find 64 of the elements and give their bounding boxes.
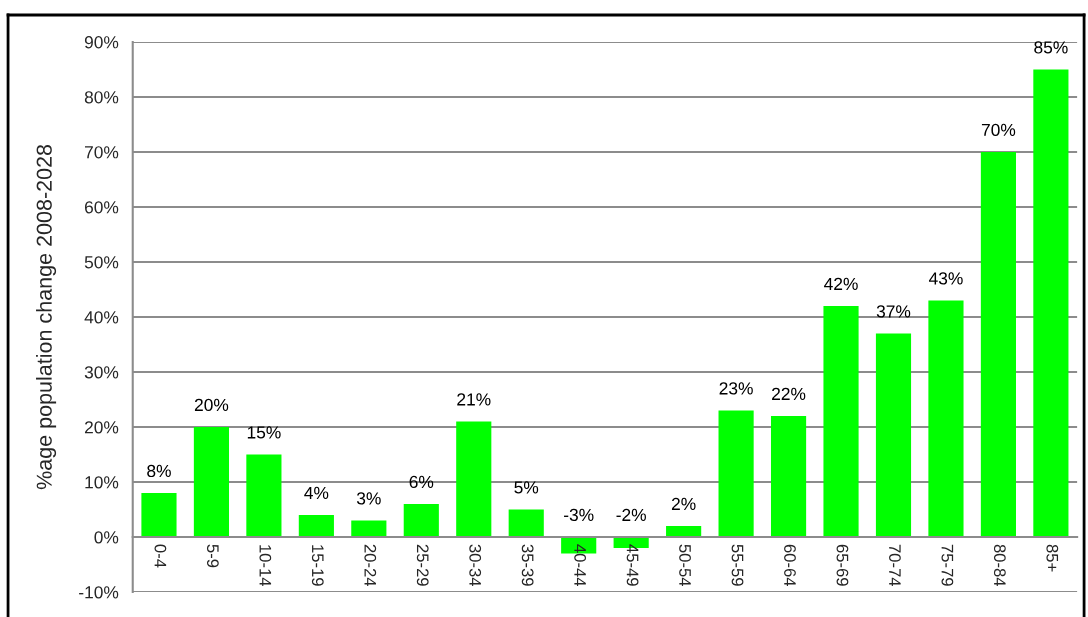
y-axis-title: %age population change 2008-2028 (36, 144, 57, 490)
y-tick-label: 40% (84, 311, 119, 324)
data-label: 42% (824, 277, 858, 290)
y-tick-label: 20% (84, 421, 119, 434)
data-label: 22% (772, 387, 806, 400)
bar (456, 421, 492, 538)
y-tick-label: 10% (85, 476, 119, 489)
x-tick-label: 75-79 (941, 544, 954, 586)
bar (193, 426, 230, 538)
x-tick-label: 60-64 (784, 544, 796, 587)
x-tick-label: 80-84 (993, 544, 1006, 587)
x-tick-label: 5-9 (206, 544, 219, 568)
y-tick-label: 70% (84, 146, 119, 159)
x-tick-label: 70-74 (889, 544, 901, 587)
x-tick-label: 85+ (1046, 544, 1059, 572)
data-label: 6% (409, 475, 434, 489)
y-tick-label: 60% (84, 201, 119, 214)
data-label: 23% (719, 382, 753, 395)
y-tick-label: 50% (84, 256, 119, 269)
data-label: -2% (616, 508, 646, 522)
bar (770, 415, 807, 538)
data-label: 5% (514, 481, 539, 494)
bar (980, 151, 1016, 538)
x-tick-label: 35-39 (521, 544, 534, 586)
bar (508, 509, 544, 538)
bar (718, 410, 754, 538)
data-label: 3% (356, 492, 381, 505)
data-label: 70% (981, 123, 1016, 137)
y-tick-label: 0% (94, 531, 119, 544)
data-label: 2% (671, 497, 696, 511)
bar (823, 305, 859, 538)
data-label: 37% (876, 305, 911, 318)
bar (666, 526, 702, 538)
bar (403, 504, 439, 538)
bar (875, 333, 912, 538)
data-label: 85% (1034, 41, 1068, 54)
data-label: 21% (457, 393, 491, 406)
bar (141, 493, 177, 538)
data-label: 4% (304, 486, 329, 499)
x-tick-label: 65-69 (836, 544, 849, 586)
bar (298, 515, 334, 538)
y-tick-label: 90% (84, 36, 119, 49)
bar (351, 520, 387, 538)
x-tick-label: 15-19 (311, 545, 324, 586)
x-tick-label: 40-44 (574, 544, 587, 587)
bar (246, 454, 282, 538)
data-label: -3% (564, 508, 594, 522)
x-tick-label: 55-59 (731, 544, 744, 586)
data-label: 15% (247, 426, 281, 439)
y-tick-label: 80% (84, 91, 119, 104)
data-label: 20% (194, 398, 229, 412)
bar (928, 300, 964, 538)
x-tick-label: 20-24 (364, 544, 377, 587)
y-tick-label: -10% (79, 586, 119, 599)
x-tick-label: 30-34 (469, 544, 482, 587)
x-tick-label: 10-14 (259, 545, 272, 587)
x-tick-label: 45-49 (626, 544, 639, 586)
x-tick-label: 50-54 (679, 544, 691, 587)
y-tick-label: 30% (84, 366, 119, 379)
data-label: 8% (147, 464, 171, 478)
bar (1033, 69, 1069, 538)
data-label: 43% (928, 272, 963, 285)
x-tick-label: 25-29 (416, 544, 429, 586)
x-tick-label: 0-4 (154, 544, 167, 568)
